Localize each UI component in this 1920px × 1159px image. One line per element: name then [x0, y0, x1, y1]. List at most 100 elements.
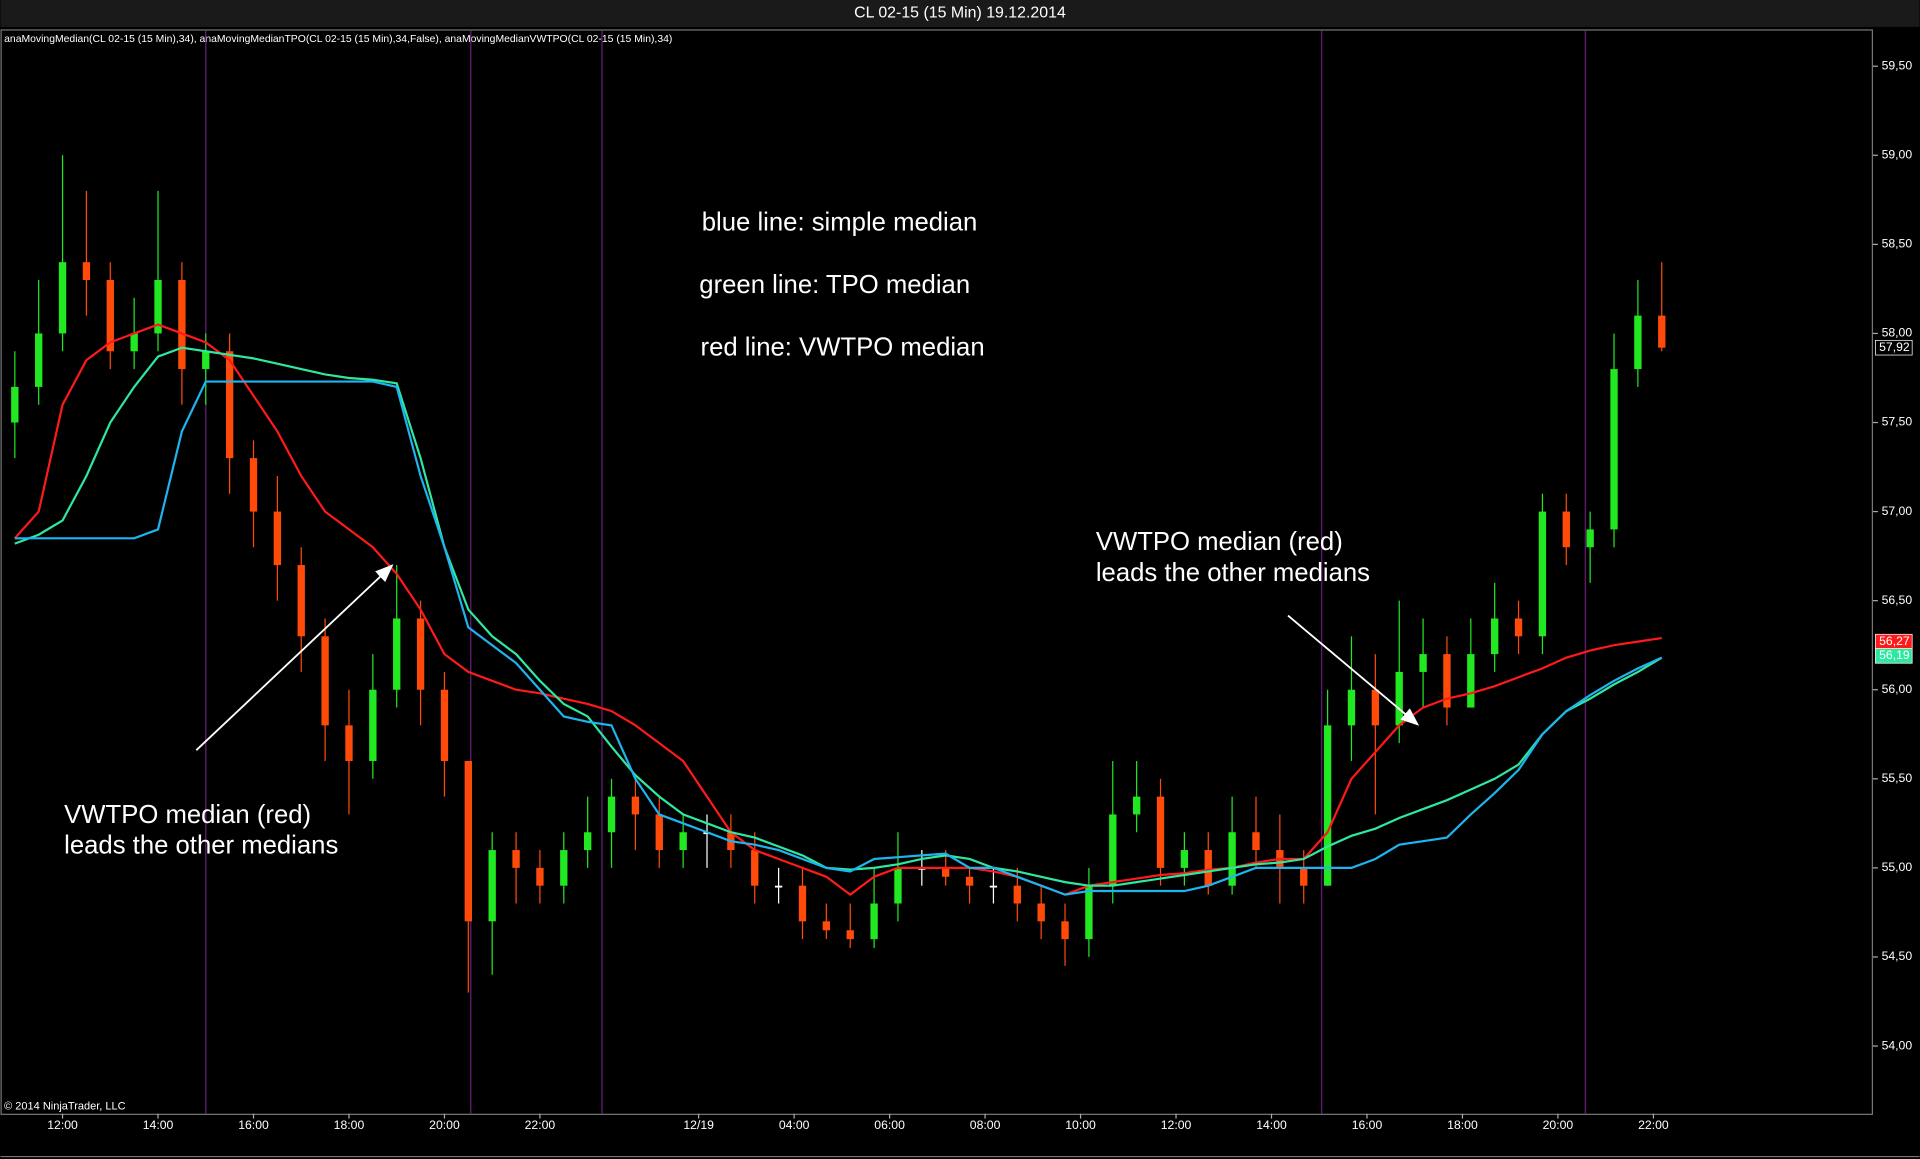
y-tick-label: 59,00 — [1882, 148, 1913, 162]
x-tick-label: 12:00 — [1161, 1118, 1192, 1132]
x-tick-label: 14:00 — [1256, 1118, 1287, 1132]
candle-body — [1514, 618, 1523, 637]
candle-body — [273, 511, 282, 566]
x-tick-label: 08:00 — [970, 1118, 1001, 1132]
candle-body — [1156, 796, 1165, 868]
candle-body — [464, 760, 472, 922]
candle-body — [1085, 885, 1093, 940]
y-tick-label: 54,00 — [1882, 1038, 1913, 1052]
y-tick-label: 58,50 — [1882, 237, 1913, 251]
candle-body — [942, 867, 950, 877]
price-marker-label: 56,27 — [1879, 634, 1910, 648]
price-marker-label: 57,92 — [1879, 340, 1910, 354]
candle-body — [679, 832, 687, 851]
candle-body — [1204, 850, 1212, 886]
candle-body — [1658, 315, 1666, 348]
plot: 54,00 54,50 55,00 55,50 56,00 56,50 57,00 57,50… — [11, 30, 1913, 1132]
annotation: leads the other medians — [1096, 559, 1370, 587]
candle-body — [1132, 796, 1141, 815]
y-tick-label: 54,50 — [1882, 949, 1913, 963]
candle-body — [202, 351, 210, 370]
candle-body — [536, 867, 544, 886]
candle-body — [607, 796, 616, 833]
candle-body — [488, 850, 496, 922]
y-tick-label: 57,50 — [1882, 415, 1913, 429]
y-tick-label: 56,00 — [1882, 682, 1913, 696]
candle-body — [1323, 725, 1332, 886]
annotation: red line: VWTPO median — [701, 334, 985, 362]
chart-title: CL 02-15 (15 Min) 19.12.2014 — [854, 5, 1066, 22]
x-tick-label: 12/19 — [683, 1118, 714, 1132]
x-tick-label: 14:00 — [143, 1118, 174, 1132]
x-tick-label: 18:00 — [334, 1118, 365, 1132]
price-marker — [1875, 648, 1913, 664]
x-tick-label: 06:00 — [874, 1118, 905, 1132]
candle-body — [1013, 885, 1021, 904]
candle-body — [1109, 814, 1117, 886]
annotation: leads the other medians — [64, 832, 338, 860]
candle-body — [1300, 867, 1308, 886]
candle-body — [798, 885, 807, 922]
candle-body — [655, 814, 663, 851]
x-tick-label: 12:00 — [47, 1118, 78, 1132]
x-tick-label: 22:00 — [525, 1118, 556, 1132]
candle-body — [631, 796, 640, 815]
candle-body — [751, 850, 759, 886]
candle-body — [870, 903, 878, 940]
candle-body — [822, 921, 831, 931]
candle-body — [11, 386, 19, 423]
candle-body — [416, 618, 425, 690]
price-marker-label: 56,19 — [1879, 648, 1910, 662]
candle-body — [1252, 832, 1260, 851]
candle-body — [106, 279, 114, 352]
candle-body — [1228, 832, 1236, 886]
x-tick-label: 16:00 — [1352, 1118, 1383, 1132]
x-tick-label: 16:00 — [238, 1118, 269, 1132]
annotation: VWTPO median (red) — [64, 801, 311, 829]
x-tick-label: 20:00 — [1543, 1118, 1574, 1132]
annotation: blue line: simple median — [702, 209, 978, 237]
candle-body — [894, 867, 902, 904]
candle-body — [1610, 369, 1618, 530]
candle-body — [58, 262, 67, 334]
candle-body — [583, 832, 592, 851]
candle-body — [1395, 671, 1403, 726]
candle-body — [225, 351, 234, 459]
candle-body — [1562, 511, 1570, 548]
candle-body — [345, 725, 353, 761]
indicator-label: anaMovingMedian(CL 02-15 (15 Min),34), a… — [4, 34, 672, 45]
candle-body — [1061, 921, 1069, 940]
arrow — [195, 564, 394, 751]
candle-body — [1371, 689, 1380, 726]
candle-body — [989, 885, 998, 888]
y-tick-label: 59,50 — [1882, 58, 1913, 72]
price-marker — [1875, 339, 1913, 356]
candle-body — [1180, 850, 1189, 868]
y-tick-label: 55,50 — [1882, 771, 1913, 785]
x-tick-label: 04:00 — [779, 1118, 810, 1132]
y-tick-label: 55,00 — [1882, 860, 1913, 874]
candle-body — [965, 876, 974, 886]
y-tick-label: 58,00 — [1882, 326, 1913, 340]
candle-body — [154, 279, 162, 334]
candle-body — [1634, 315, 1642, 370]
candle-body — [440, 689, 449, 761]
candle-body — [1419, 654, 1427, 672]
annotation: VWTPO median (red) — [1096, 528, 1343, 556]
candle-body — [297, 565, 305, 637]
median-line — [13, 323, 1662, 896]
candle-body — [1491, 618, 1499, 655]
x-tick-label: 20:00 — [429, 1118, 460, 1132]
candle-body — [35, 333, 43, 387]
candle-body — [774, 885, 783, 888]
candle-body — [369, 689, 377, 761]
x-tick-label: 22:00 — [1638, 1118, 1669, 1132]
candle-body — [1538, 511, 1547, 637]
title-bar — [0, 0, 1920, 27]
copyright: © 2014 NinjaTrader, LLC — [4, 1100, 125, 1112]
y-tick-label: 56,50 — [1882, 593, 1913, 607]
candle-body — [1443, 654, 1451, 708]
